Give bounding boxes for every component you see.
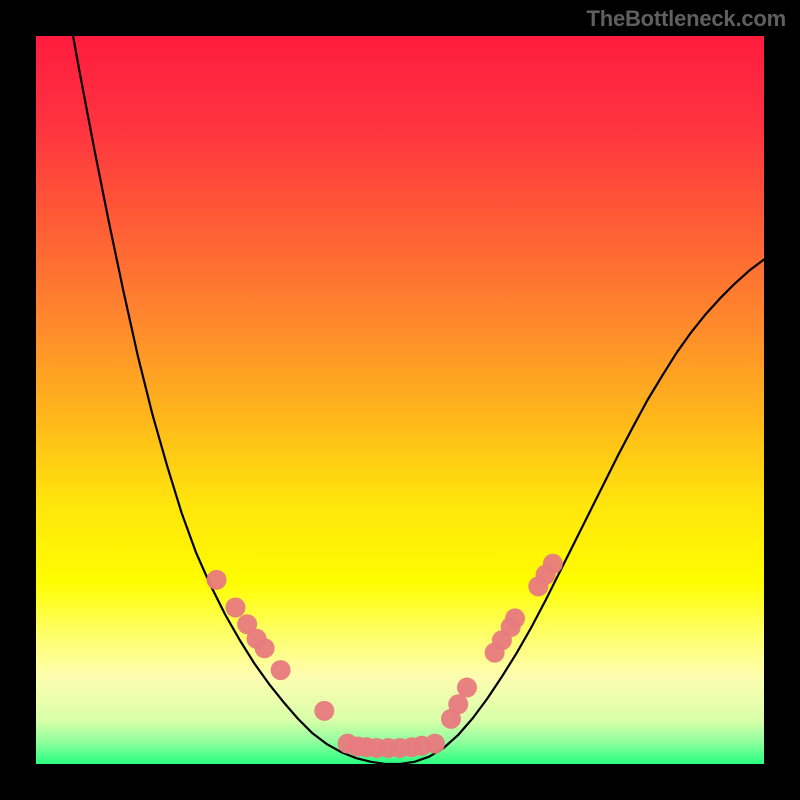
data-marker — [543, 554, 563, 574]
plot-area — [36, 36, 764, 764]
data-marker — [255, 638, 275, 658]
chart-frame: TheBottleneck.com — [0, 0, 800, 800]
data-markers — [207, 554, 563, 758]
data-marker — [425, 734, 445, 754]
data-marker — [225, 597, 245, 617]
chart-svg — [36, 36, 764, 764]
data-marker — [457, 678, 477, 698]
data-marker — [271, 660, 291, 680]
data-marker — [314, 701, 334, 721]
data-marker — [207, 570, 227, 590]
source-watermark: TheBottleneck.com — [586, 6, 786, 32]
bottleneck-curve — [36, 36, 764, 764]
data-marker — [505, 608, 525, 628]
